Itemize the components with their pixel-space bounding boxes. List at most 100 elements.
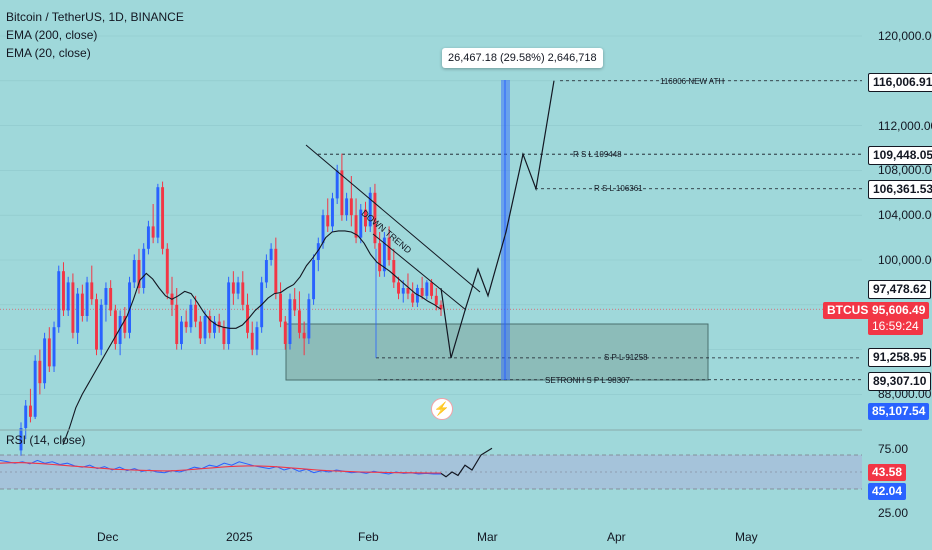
tag-spl: 91,258.95 [868, 348, 932, 367]
candle [104, 288, 108, 305]
candle [401, 288, 405, 294]
projection-path [440, 80, 555, 359]
tag-rsl-1: 109,448.05 [868, 146, 932, 165]
candle [151, 226, 155, 238]
candle [222, 327, 226, 344]
candle [85, 282, 89, 316]
price-label: 108,000.00 [878, 163, 932, 177]
candle [189, 304, 193, 328]
ema-200-legend: EMA (200, close) [6, 28, 98, 42]
candle [269, 248, 273, 260]
candle [335, 170, 339, 199]
x-label: Mar [477, 530, 498, 544]
candle [297, 310, 301, 333]
candle [66, 282, 70, 311]
candle [231, 282, 235, 294]
rsi-ma-tag: 43.58 [868, 464, 907, 481]
candle [76, 293, 80, 333]
candle [250, 332, 254, 350]
candle [38, 360, 42, 384]
ann-spl: S P L 91258 [604, 353, 648, 362]
candle [274, 248, 278, 294]
candle [19, 428, 23, 451]
candle [241, 282, 245, 305]
candle [90, 282, 94, 300]
candle [264, 260, 268, 283]
candle [368, 192, 372, 227]
candle [132, 260, 136, 283]
candle [387, 237, 391, 260]
candle [411, 293, 415, 303]
price-label: 104,000.00 [878, 208, 932, 222]
candle [113, 310, 117, 344]
candle [283, 321, 287, 344]
candle [397, 282, 400, 294]
candle [194, 304, 198, 322]
candle [99, 304, 103, 350]
rsi-label-25: 25.00 [878, 506, 909, 520]
candle [184, 321, 188, 328]
candle [382, 237, 386, 272]
candle [373, 192, 377, 244]
candle [109, 288, 113, 311]
rsi-label-75: 75.00 [878, 442, 909, 456]
candle [161, 187, 165, 249]
downtrend-line-2 [372, 233, 467, 311]
demand-zone [285, 323, 709, 381]
current-price-tag: 95,606.49 [868, 302, 930, 319]
ann-rsl-2: R S L 106361 [594, 184, 643, 193]
candle [354, 215, 358, 238]
candle [24, 405, 28, 428]
candle [43, 338, 47, 384]
candle [217, 321, 221, 328]
candle [312, 260, 316, 300]
x-label: Apr [607, 530, 626, 544]
candle [33, 360, 37, 417]
price-label: 112,000.00 [878, 119, 932, 133]
candle [255, 327, 259, 350]
candle [420, 288, 424, 296]
candle [349, 198, 353, 216]
tag-85107: 85,107.54 [868, 403, 930, 420]
candle [156, 187, 160, 238]
candle [137, 260, 141, 288]
price-label: 120,000.00 [878, 29, 932, 43]
candle [425, 282, 429, 296]
candle [293, 299, 297, 311]
candle [71, 282, 75, 333]
candle [288, 299, 292, 344]
candle [175, 304, 179, 344]
candle [321, 215, 325, 244]
candle [434, 295, 438, 305]
candle [406, 288, 410, 294]
flash-icon[interactable]: ⚡ [431, 398, 453, 420]
candle [203, 316, 207, 339]
tag-ath: 116,006.91 [868, 73, 932, 92]
ann-box: SETRONH S P L 98307 [545, 376, 630, 385]
candle [430, 282, 434, 296]
candle [236, 282, 240, 294]
rsi-tag: 42.04 [868, 483, 907, 500]
tag-box-low: 89,307.10 [868, 372, 932, 391]
candle [28, 405, 32, 417]
ema-200-line [62, 230, 442, 445]
candle [378, 243, 382, 272]
candle [95, 299, 98, 350]
candle [57, 271, 61, 328]
candle [279, 293, 283, 322]
candle [118, 316, 122, 344]
rsi-projection [440, 447, 493, 478]
ema-20-legend: EMA (20, close) [6, 46, 91, 60]
candle [142, 248, 146, 288]
candle [165, 248, 169, 294]
rsi-ma-line [0, 462, 441, 474]
candle [307, 299, 311, 339]
x-label: May [735, 530, 758, 544]
candle [47, 338, 51, 367]
candle [345, 198, 349, 216]
x-label: 2025 [226, 530, 253, 544]
candle [198, 321, 202, 339]
ann-rsl-1: R S L 109448 [573, 150, 622, 159]
candle [302, 332, 306, 339]
